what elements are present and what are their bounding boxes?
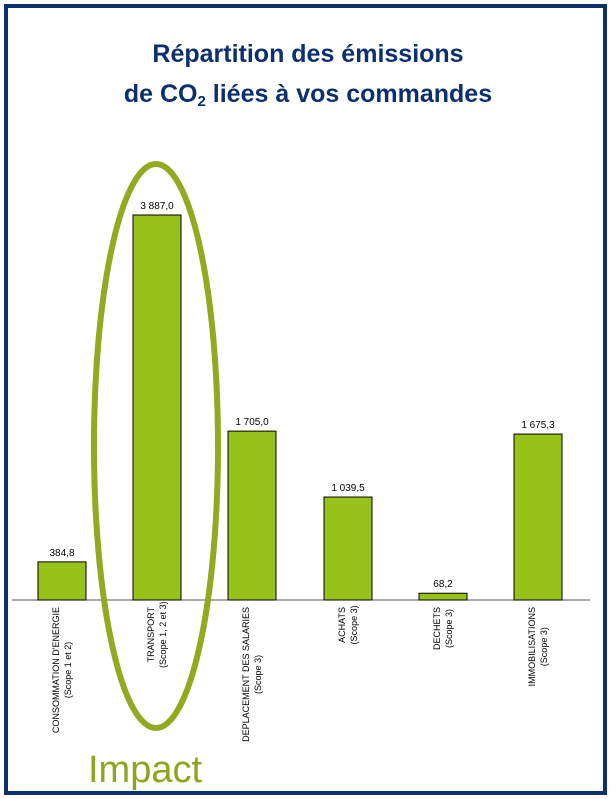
category-name-2: TRANSPORT (146, 607, 156, 663)
category-label-5: DECHETS (Scope 3) (432, 607, 454, 650)
title-subscript: 2 (197, 93, 206, 110)
bar-2 (132, 214, 182, 601)
chart-frame (4, 4, 607, 795)
data-label-2: 3 887,0 (140, 201, 174, 212)
category-scope-1: (Scope 1 et 2) (63, 642, 73, 699)
data-label-4: 1 039,5 (331, 483, 365, 494)
title-line-2-suffix: liées à vos commandes (205, 80, 493, 108)
bar-3 (227, 430, 277, 601)
category-scope-5: (Scope 3) (444, 609, 454, 648)
bar-4 (323, 496, 373, 601)
bar-1 (37, 561, 87, 601)
category-scope-2: (Scope 1, 2 et 3) (158, 601, 168, 668)
bar-6 (513, 433, 563, 601)
impact-annotation: Impact (88, 749, 203, 791)
category-name-6: IMMOBILISATIONS (527, 607, 537, 686)
category-label-3: DEPLACEMENT DES SALARIES (Scope 3) (241, 607, 263, 742)
data-label-5: 68,2 (433, 579, 453, 590)
title-line-2: de CO2 liées à vos commandes (0, 74, 616, 114)
category-scope-3: (Scope 3) (253, 655, 263, 694)
category-name-4: ACHATS (337, 607, 347, 643)
data-label-1: 384,8 (49, 548, 74, 559)
category-label-2: TRANSPORT (Scope 1, 2 et 3) (146, 601, 168, 668)
title-line-1: Répartition des émissions (152, 40, 464, 68)
bar-5 (418, 592, 468, 601)
data-label-6: 1 675,3 (521, 420, 555, 431)
chart-title: Répartition des émissions de CO2 liées à… (0, 34, 616, 114)
category-name-1: CONSOMMATION D'ENERGIE (51, 607, 61, 733)
category-label-6: IMMOBILISATIONS (Scope 3) (527, 607, 549, 686)
data-label-3: 1 705,0 (235, 417, 269, 428)
category-scope-6: (Scope 3) (539, 627, 549, 666)
category-scope-4: (Scope 3) (349, 605, 359, 644)
title-line-2-prefix: de CO (123, 80, 198, 108)
category-name-3: DEPLACEMENT DES SALARIES (241, 607, 251, 742)
category-label-4: ACHATS (Scope 3) (337, 605, 359, 644)
category-name-5: DECHETS (432, 607, 442, 650)
category-label-1: CONSOMMATION D'ENERGIE (Scope 1 et 2) (51, 607, 73, 733)
highlight-ellipse (91, 161, 221, 731)
